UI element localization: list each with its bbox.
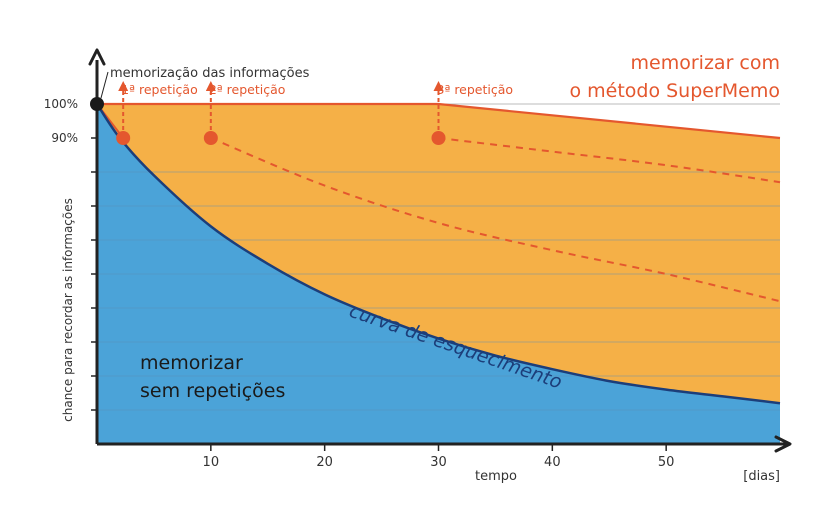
series-line-dashed-1 bbox=[210, 137, 781, 303]
series-line-forgetting bbox=[95, 103, 781, 405]
x-axis-label: tempo bbox=[475, 469, 517, 484]
y-tick-label: 100% bbox=[44, 97, 78, 111]
repetition-point bbox=[116, 131, 131, 145]
repetition-point bbox=[203, 131, 218, 145]
x-tick-label: 40 bbox=[544, 455, 561, 470]
repetition-label: 3ª repetição bbox=[437, 82, 514, 97]
area-no-repetition bbox=[97, 104, 780, 444]
y-axis-label: chance para recordar as informações bbox=[61, 198, 75, 422]
annotation-blue-line-1: memorizar bbox=[140, 352, 243, 374]
x-tick-label: 20 bbox=[316, 455, 333, 470]
repetition-label: 1ª repetição bbox=[121, 82, 198, 97]
x-tick-label: 10 bbox=[203, 455, 220, 470]
start-leader-line bbox=[100, 71, 109, 99]
repetition-label: 2ª repetição bbox=[209, 82, 286, 97]
y-tick-label: 90% bbox=[51, 131, 78, 145]
annotation-orange-line-2: o método SuperMemo bbox=[569, 80, 780, 102]
annotation-orange-line-1: memorizar com bbox=[631, 52, 780, 74]
x-axis-unit: [dias] bbox=[743, 469, 780, 484]
x-tick-label: 30 bbox=[430, 455, 447, 470]
series-line-supermemo bbox=[97, 102, 781, 140]
x-tick-label: 50 bbox=[658, 455, 675, 470]
repetition-point bbox=[431, 131, 446, 145]
x-axis-arrow bbox=[774, 435, 792, 453]
annotation-start: memorização das informações bbox=[110, 66, 310, 81]
annotation-blue-line-2: sem repetições bbox=[140, 380, 285, 402]
start-point bbox=[90, 97, 104, 111]
y-axis-arrow bbox=[88, 48, 106, 66]
series-line-dashed-2 bbox=[438, 137, 781, 184]
